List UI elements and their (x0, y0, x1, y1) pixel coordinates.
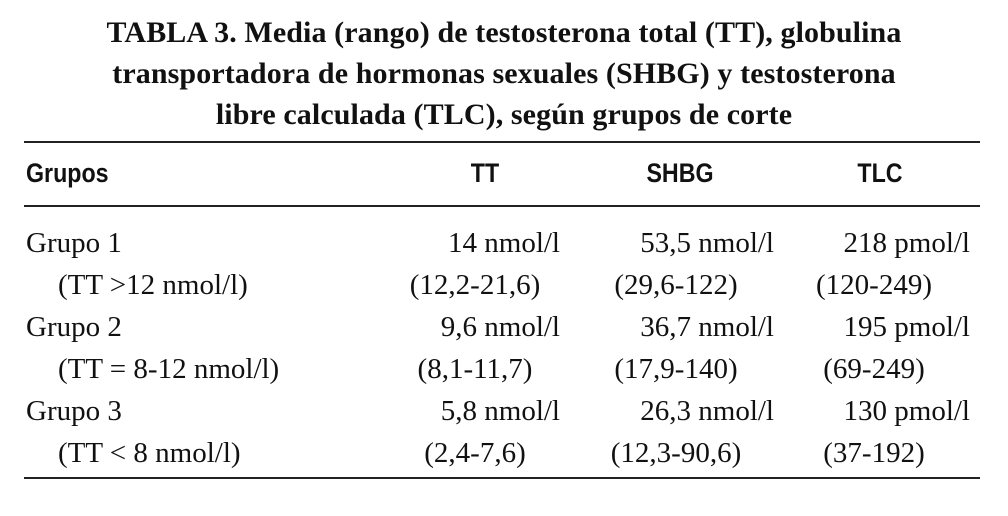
table-header-rule (24, 205, 980, 207)
shbg-mean: 26,3 nmol/l (640, 395, 774, 427)
header-tt: TT (470, 158, 500, 188)
group-criterion: (TT = 8-12 nmol/l) (58, 353, 280, 385)
tt-mean: 14 nmol/l (448, 227, 560, 259)
header-groups: Grupos (26, 158, 109, 188)
table-title-line-1: TABLA 3. Media (rango) de testosterona t… (106, 16, 902, 49)
table-row-group-2-mean: Grupo 2 9,6 nmol/l 36,7 nmol/l 195 pmol/… (0, 306, 1008, 348)
table-row-group-3-mean: Grupo 3 5,8 nmol/l 26,3 nmol/l 130 pmol/… (0, 390, 1008, 432)
group-label: Grupo 3 (26, 395, 122, 427)
group-criterion: (TT < 8 nmol/l) (58, 437, 241, 469)
group-label: Grupo 2 (26, 311, 122, 343)
tt-range: (2,4-7,6) (424, 437, 526, 469)
shbg-range: (12,3-90,6) (610, 437, 742, 469)
table-row-group-2-range: (TT = 8-12 nmol/l) (8,1-11,7) (17,9-140)… (0, 348, 1008, 390)
shbg-range: (17,9-140) (614, 353, 738, 385)
tlc-range: (69-249) (823, 353, 925, 385)
header-shbg: SHBG (646, 158, 714, 188)
group-label: Grupo 1 (26, 227, 122, 259)
tt-range: (8,1-11,7) (417, 353, 533, 385)
table-bottom-rule (24, 477, 980, 479)
table-row-group-1-mean: Grupo 1 14 nmol/l 53,5 nmol/l 218 pmol/l (0, 222, 1008, 264)
table-title-line-3: libre calculada (TLC), según grupos de c… (215, 98, 793, 131)
tt-mean: 9,6 nmol/l (440, 311, 560, 343)
table-top-rule (24, 141, 980, 143)
tlc-mean: 130 pmol/l (843, 395, 970, 427)
tlc-mean: 195 pmol/l (843, 311, 970, 343)
group-criterion: (TT >12 nmol/l) (58, 269, 248, 301)
shbg-mean: 36,7 nmol/l (640, 311, 774, 343)
table-title: TABLA 3. Media (rango) de testosterona t… (20, 12, 988, 135)
tlc-mean: 218 pmol/l (843, 227, 970, 259)
table-title-line-2: transportadora de hormonas sexuales (SHB… (112, 57, 896, 90)
shbg-range: (29,6-122) (614, 269, 738, 301)
tt-mean: 5,8 nmol/l (440, 395, 560, 427)
header-tlc: TLC (857, 158, 903, 188)
tlc-range: (37-192) (823, 437, 925, 469)
table-row-group-1-range: (TT >12 nmol/l) (12,2-21,6) (29,6-122) (… (0, 264, 1008, 306)
tlc-range: (120-249) (816, 269, 932, 301)
shbg-mean: 53,5 nmol/l (640, 227, 774, 259)
tt-range: (12,2-21,6) (409, 269, 541, 301)
table-row-group-3-range: (TT < 8 nmol/l) (2,4-7,6) (12,3-90,6) (3… (0, 432, 1008, 474)
table-body: Grupo 1 14 nmol/l 53,5 nmol/l 218 pmol/l… (0, 222, 1008, 474)
